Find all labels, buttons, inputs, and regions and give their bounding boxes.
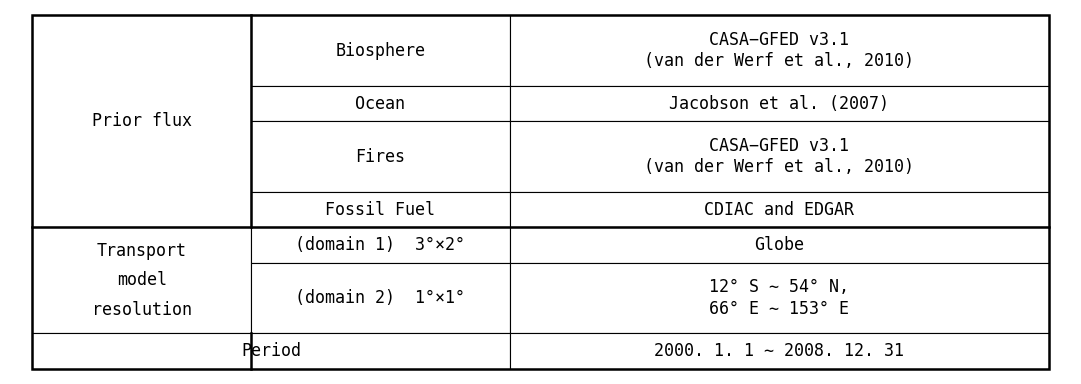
Text: (domain 1)  3°×2°: (domain 1) 3°×2° [295, 236, 466, 254]
Bar [510, 121, 1049, 192]
Bar [32, 227, 251, 333]
Text: Biosphere: Biosphere [335, 42, 426, 60]
Bar [510, 192, 1049, 227]
Bar [32, 333, 510, 369]
Text: Fires: Fires [356, 148, 405, 166]
Bar [510, 15, 1049, 86]
Text: Transport
model
resolution: Transport model resolution [92, 242, 191, 318]
Text: (van der Werf et al., 2010): (van der Werf et al., 2010) [644, 158, 915, 176]
Text: CASA−GFED v3.1: CASA−GFED v3.1 [709, 31, 850, 49]
Text: (domain 2)  1°×1°: (domain 2) 1°×1° [295, 289, 466, 307]
Bar [510, 227, 1049, 263]
Bar [510, 263, 1049, 333]
Text: Jacobson et al. (2007): Jacobson et al. (2007) [669, 95, 890, 113]
Bar [251, 263, 510, 333]
Text: (van der Werf et al., 2010): (van der Werf et al., 2010) [644, 52, 915, 70]
Text: CDIAC and EDGAR: CDIAC and EDGAR [705, 201, 854, 218]
Bar [251, 121, 510, 192]
Bar [32, 15, 251, 227]
Bar [251, 86, 510, 121]
Text: Prior flux: Prior flux [92, 113, 191, 130]
Text: CASA−GFED v3.1: CASA−GFED v3.1 [709, 137, 850, 155]
Bar [510, 86, 1049, 121]
Text: 12° S ∼ 54° N,: 12° S ∼ 54° N, [709, 278, 850, 296]
Text: Fossil Fuel: Fossil Fuel [325, 201, 436, 218]
Bar [251, 227, 510, 263]
Bar [510, 333, 1049, 369]
Text: 2000. 1. 1 ∼ 2008. 12. 31: 2000. 1. 1 ∼ 2008. 12. 31 [654, 342, 905, 360]
Text: Period: Period [241, 342, 302, 360]
Text: Globe: Globe [755, 236, 804, 254]
Text: Ocean: Ocean [356, 95, 405, 113]
Bar [251, 192, 510, 227]
Bar [251, 15, 510, 86]
Text: 66° E ∼ 153° E: 66° E ∼ 153° E [709, 300, 850, 318]
